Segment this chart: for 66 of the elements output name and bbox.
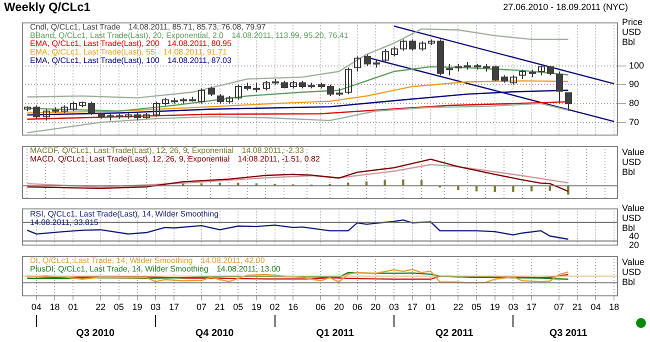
x-tick-label: 05 [114, 302, 124, 312]
x-tick-label: 19 [251, 302, 262, 312]
x-tick-label: 21 [214, 302, 225, 312]
x2-tick-label: Q4 2010 [195, 328, 234, 339]
x-tick-label: 17 [526, 302, 537, 312]
x-tick-label: 04 [590, 302, 601, 312]
x2-tick-label: Q1 2011 [316, 328, 354, 339]
x-tick-label: 17 [407, 302, 418, 312]
x-tick-label: 07 [554, 302, 564, 312]
x-tick-label: 05 [472, 302, 482, 312]
x-tick-label: 03 [150, 302, 161, 312]
x-tick-label: 21 [572, 302, 582, 312]
chart-title: Weekly Q/CLc1 [4, 0, 90, 14]
y-axis-title: Value USD Bbl [622, 203, 646, 233]
x-tick-label: 22 [453, 302, 464, 312]
annotation: 14.08.2011, 91.71 [163, 48, 228, 57]
annotation: 14.08.2011, 13.00 [216, 264, 281, 274]
x2-tick-label: Q3 2010 [76, 328, 115, 339]
y-tick-label: 70 [629, 116, 640, 127]
x2-tick-label: Q3 2011 [549, 328, 588, 339]
series-label: MACD, Q/CLc1, Last Trade(Last), 12, 26, 9, Exponential [30, 154, 230, 164]
x-tick-label: 20 [334, 302, 344, 312]
x-tick-label: 03 [389, 302, 400, 312]
annotation: 14.08.2011, -1.51, 0.82 [238, 154, 320, 164]
y-axis-title: Price USD Bbl [622, 17, 644, 47]
annotation: 14.08.2011, 113.99, 95.20, 76.41 [232, 30, 349, 40]
text: MACDF, Q/CLc1, Last Trade(Last), 12, 26, 9, Exponential [30, 146, 234, 156]
x-tick-label: 02 [270, 302, 280, 312]
text: EMA, Q/CLc1, Last Trade(Last), 100 [30, 56, 160, 65]
y-tick-label: 20 [629, 240, 640, 250]
text: EMA, Q/CLc1, Last Trade(Last), 200 [30, 39, 160, 48]
text: EMA, Q/CLc1, Last Trade(Last), 55 [30, 48, 156, 57]
x-tick-label: 16 [288, 302, 298, 312]
text: 14.08.2011, -2.33 [242, 146, 304, 156]
x-tick-label: 06 [316, 302, 326, 312]
x-tick-label: 07 [196, 302, 206, 312]
x-tick-label: 04 [31, 302, 42, 312]
y-tick-label: 40 [629, 230, 640, 241]
text: 14.08.2011, 42.00 [200, 256, 266, 266]
series-label: PlusDI, Q/CLc1, Last Trade, 14, Wilder Smoothing [30, 264, 208, 274]
annotation: 14.08.2011, 85.71, 85.73, 76.08, 79.97 [128, 22, 266, 32]
chart-subtitle: 27.06.2010 - 18.09.2011 (NYC) [503, 2, 628, 12]
x-tick-label: 17 [168, 302, 179, 312]
series-label: DI, Q/CLc1, Last Trade, 14, Wilder Smoothing [30, 256, 193, 266]
x-tick-label: 22 [96, 302, 106, 312]
x-tick-label: 06 [352, 302, 362, 312]
x-tick-label: 20 [370, 302, 381, 312]
series-label: RSI, Q/CLc1, Last Trade(Last), 14, Wilder Smoothing [30, 210, 219, 219]
x-tick-label: 01 [426, 302, 436, 312]
x-tick-label: 18 [609, 302, 620, 312]
y-tick-label: 90 [629, 79, 640, 90]
annotation: 14.08.2011, 80.95 [168, 39, 232, 48]
x-tick-label: 05 [233, 302, 244, 312]
y-axis-title: Value USD Bbl [622, 257, 646, 287]
annotation: 14.08.2011, 87.03 [168, 56, 232, 65]
y-axis-title: Value USD Bbl [622, 147, 646, 177]
x-tick-label: 03 [508, 302, 518, 312]
x-tick-label: 18 [50, 302, 60, 312]
text: Cndl, Q/CLc1, Last Trade [30, 22, 121, 32]
x-tick-label: 19 [132, 302, 142, 312]
x-tick-label: 19 [490, 302, 500, 312]
y-tick-label: 80 [629, 98, 640, 108]
x-tick-label: 01 [68, 302, 78, 312]
y-tick-label: 100 [629, 60, 644, 70]
x2-tick-label: Q2 2011 [435, 328, 474, 339]
text: BBand, Q/CLc1, Last Trade(Last), 20, Exponential, 2.0 [30, 30, 224, 40]
